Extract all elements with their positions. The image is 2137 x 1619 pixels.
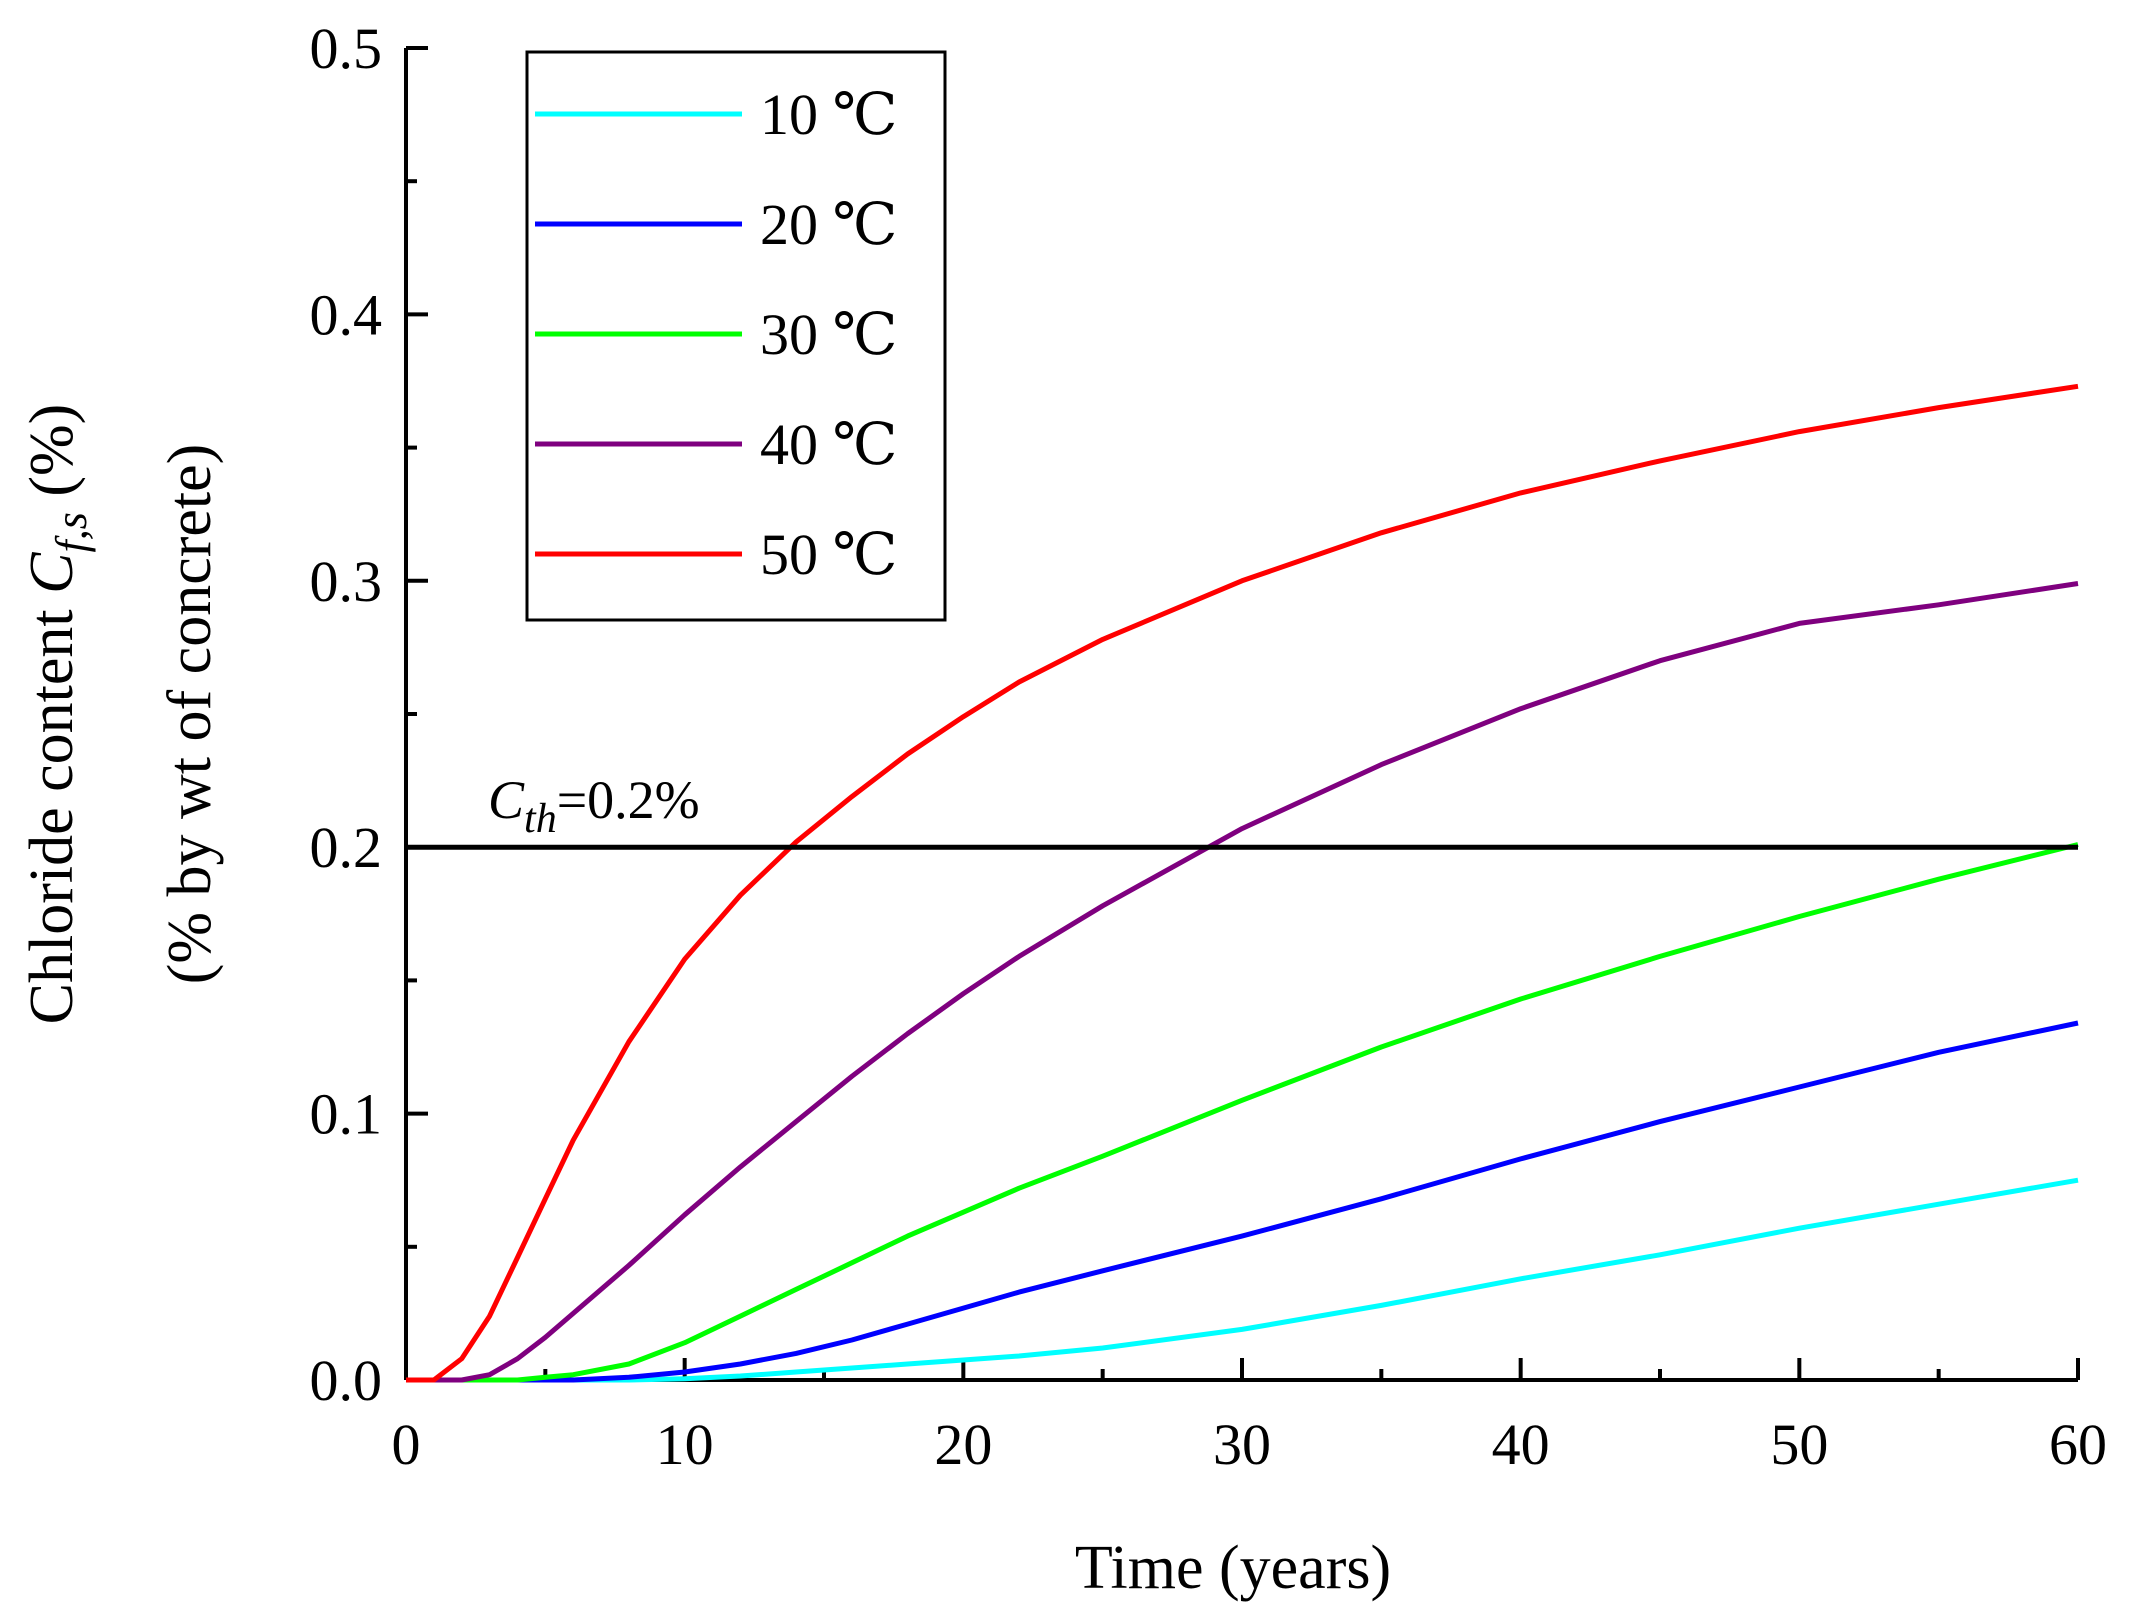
- series-line: [406, 842, 2079, 1383]
- legend-label: 10 ℃: [760, 82, 897, 147]
- y-axis-title-line2: (% by wt of concrete): [156, 444, 224, 985]
- x-tick-label: 10: [656, 1412, 714, 1477]
- x-tick-label: 40: [1492, 1412, 1550, 1477]
- y-axis-title: Chloride content Cf,s (%) (% by wt of co…: [18, 404, 224, 1025]
- x-axis-title: Time (years): [1075, 1534, 1391, 1602]
- legend-label: 30 ℃: [760, 302, 897, 367]
- series-line: [406, 1020, 2079, 1383]
- x-ticks: 0 10 20 30 40 50 60: [392, 1358, 2107, 1477]
- x-tick-label: 30: [1213, 1412, 1271, 1477]
- y-ticks: 0.0 0.1 0.2 0.3 0.4 0.5: [310, 16, 428, 1413]
- legend-label: 40 ℃: [760, 412, 897, 477]
- x-tick-label: 50: [1770, 1412, 1828, 1477]
- y-tick-label: 0.2: [310, 815, 383, 880]
- y-tick-label: 0.1: [310, 1082, 383, 1147]
- series-line: [406, 383, 2079, 1383]
- series-layer: [406, 383, 2079, 1383]
- series-line: [406, 1177, 2079, 1383]
- x-tick-label: 20: [934, 1412, 992, 1477]
- y-axis-title-line1: Chloride content Cf,s (%): [18, 404, 96, 1025]
- threshold-layer: Cth=0.2%: [406, 770, 2078, 850]
- threshold-label: Cth=0.2%: [488, 770, 700, 842]
- y-tick-label: 0.0: [310, 1348, 383, 1413]
- legend: 10 ℃ 20 ℃ 30 ℃ 40 ℃ 50 ℃: [525, 50, 947, 622]
- x-tick-label: 0: [392, 1412, 421, 1477]
- y-tick-label: 0.3: [310, 549, 383, 614]
- legend-label: 50 ℃: [760, 522, 897, 587]
- y-tick-label: 0.4: [310, 282, 383, 347]
- series-line: [406, 581, 2079, 1383]
- y-tick-label: 0.5: [310, 16, 383, 81]
- x-tick-label: 60: [2049, 1412, 2107, 1477]
- legend-label: 20 ℃: [760, 192, 897, 257]
